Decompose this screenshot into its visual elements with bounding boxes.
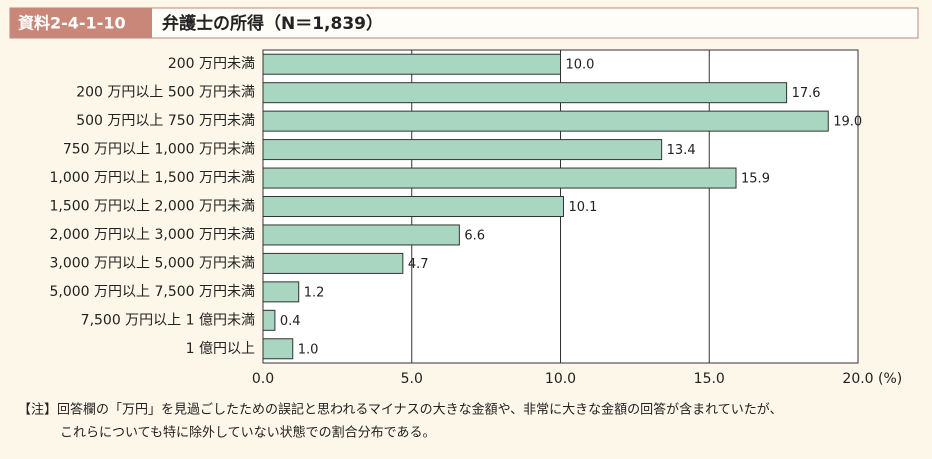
y-tick-label: 200 万円以上 500 万円未満 xyxy=(76,85,255,101)
header-label-box xyxy=(10,8,152,38)
bar xyxy=(262,110,829,132)
x-tick-label: 20.0 xyxy=(842,371,873,387)
header-label: 資料2-4-1-10 xyxy=(18,14,126,33)
bar xyxy=(262,252,404,274)
bar xyxy=(262,82,788,104)
y-tick-label: 1,500 万円以上 2,000 万円未満 xyxy=(49,199,255,215)
value-label: 10.0 xyxy=(566,58,595,73)
bar xyxy=(262,167,737,189)
y-tick-label: 3,000 万円以上 5,000 万円未満 xyxy=(49,255,255,271)
x-tick-label: 15.0 xyxy=(694,371,725,387)
value-label: 1.2 xyxy=(304,285,325,300)
value-label: 4.7 xyxy=(408,257,429,272)
y-tick-label: 2,000 万円以上 3,000 万円未満 xyxy=(49,227,255,243)
value-label: 0.4 xyxy=(280,314,301,329)
y-tick-label: 1,000 万円以上 1,500 万円未満 xyxy=(49,170,255,186)
value-label: 15.9 xyxy=(741,172,770,187)
bar xyxy=(262,196,564,217)
y-tick-label: 500 万円以上 750 万円未満 xyxy=(76,113,255,129)
note: 【注】回答欄の「万円」を見過ごしたための誤記と思われるマイナスの大きな金額や、非… xyxy=(18,402,783,418)
value-label: 10.1 xyxy=(568,200,597,215)
x-tick-label: 0.0 xyxy=(252,371,274,387)
x-tick-label: 10.0 xyxy=(545,371,576,387)
value-label: 1.0 xyxy=(298,342,319,357)
bar xyxy=(262,224,460,246)
x-axis-unit: (%) xyxy=(878,371,902,387)
y-tick-label: 1 億円以上 xyxy=(186,341,255,357)
value-label: 13.4 xyxy=(667,143,696,158)
chart-title: 弁護士の所得（N＝1,839） xyxy=(162,13,383,34)
value-label: 17.6 xyxy=(792,86,821,101)
y-tick-label: 5,000 万円以上 7,500 万円未満 xyxy=(49,284,255,300)
bar xyxy=(262,281,300,303)
bar xyxy=(262,309,276,331)
bar xyxy=(262,53,561,75)
y-tick-label: 750 万円以上 1,000 万円未満 xyxy=(63,142,255,158)
note: これらについても特に除外していない状態での割合分布である。 xyxy=(60,425,435,441)
header-box xyxy=(9,7,919,39)
value-label: 6.6 xyxy=(464,228,485,243)
y-tick-label: 200 万円未満 xyxy=(168,56,255,72)
bar xyxy=(262,139,663,161)
y-tick-label: 7,500 万円以上 1 億円未満 xyxy=(81,312,255,328)
value-label: 19.0 xyxy=(833,115,862,130)
bar xyxy=(262,338,294,360)
x-tick-label: 5.0 xyxy=(401,371,423,387)
